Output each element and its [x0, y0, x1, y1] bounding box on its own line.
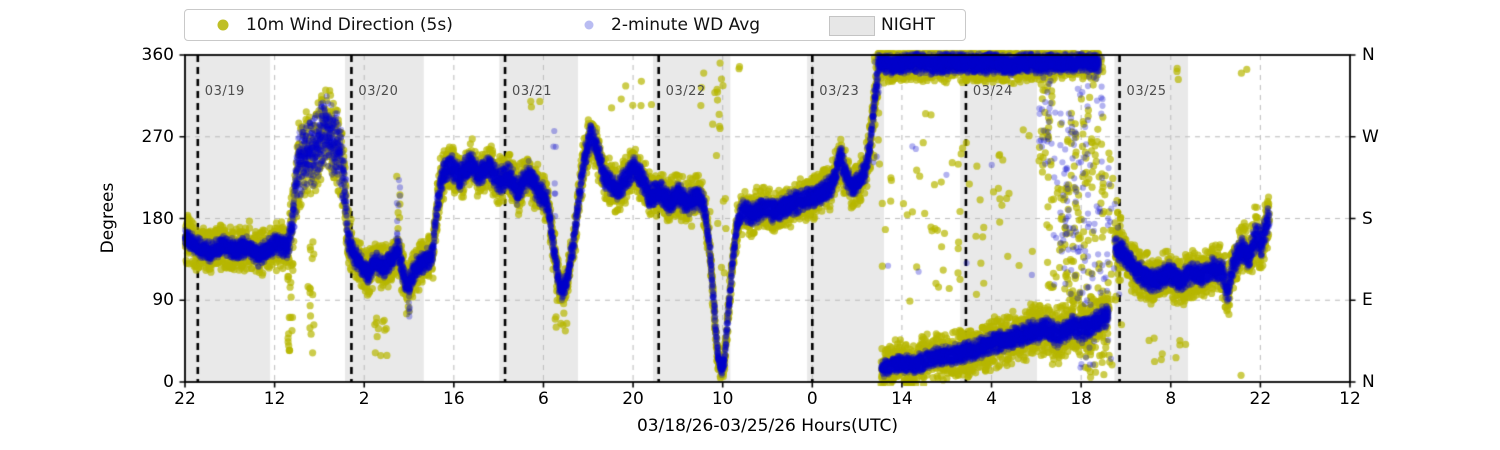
x-tick-label: 0 — [806, 389, 818, 409]
x-tick-label: 4 — [986, 389, 997, 409]
y-axis-title: Degrees — [98, 182, 118, 254]
compass-tick-label: W — [1362, 126, 1379, 147]
x-tick-label: 16 — [443, 389, 465, 409]
compass-tick-label: E — [1362, 290, 1373, 311]
date-label: 03/24 — [972, 84, 1013, 99]
x-tick-label: 20 — [622, 389, 644, 409]
y-tick-label: 360 — [141, 45, 174, 65]
legend-label-raw-wind: 10m Wind Direction (5s) — [246, 15, 453, 35]
y-tick-label: 270 — [141, 126, 174, 147]
x-tick-label: 12 — [263, 389, 286, 409]
date-label: 03/20 — [358, 84, 399, 99]
compass-tick-label: S — [1362, 208, 1373, 229]
compass-tick-label: N — [1362, 372, 1375, 392]
legend: 10m Wind Direction (5s) 2-minute WD Avg … — [184, 9, 966, 41]
x-tick-label: 18 — [1070, 389, 1092, 409]
date-label: 03/22 — [665, 84, 706, 99]
legend-marker-night-icon — [829, 16, 875, 36]
date-label: 03/25 — [1126, 84, 1167, 99]
y-tick-label: 180 — [141, 208, 174, 229]
x-tick-label: 2 — [358, 389, 370, 409]
x-tick-label: 12 — [1339, 389, 1361, 409]
date-label: 03/19 — [204, 84, 245, 99]
date-label: 03/23 — [819, 84, 860, 99]
y-tick-label: 0 — [163, 372, 174, 392]
compass-tick-label: N — [1362, 45, 1375, 65]
legend-marker-avg-wind-icon — [584, 20, 594, 30]
x-tick-label: 22 — [1249, 389, 1272, 409]
x-tick-label: 14 — [891, 389, 913, 409]
legend-label-avg-wind: 2-minute WD Avg — [611, 15, 761, 35]
x-tick-label: 8 — [1165, 389, 1177, 409]
x-tick-label: 22 — [174, 389, 196, 409]
legend-marker-raw-wind-icon — [217, 19, 229, 31]
legend-label-night: NIGHT — [881, 15, 936, 35]
x-axis-title: 03/18/26-03/25/26 Hours(UTC) — [636, 416, 898, 436]
x-tick-label: 6 — [538, 389, 549, 409]
date-label: 03/21 — [512, 84, 553, 99]
y-tick-label: 90 — [152, 290, 174, 311]
x-tick-label: 10 — [711, 389, 734, 409]
